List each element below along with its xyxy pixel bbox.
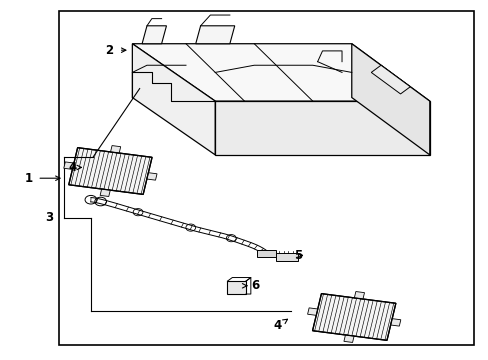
Text: 2: 2 — [104, 44, 113, 57]
Polygon shape — [100, 189, 110, 197]
Polygon shape — [142, 26, 166, 44]
Text: 3: 3 — [45, 211, 53, 224]
Polygon shape — [132, 44, 429, 101]
Polygon shape — [354, 292, 364, 299]
Bar — [276, 253, 298, 261]
Polygon shape — [390, 319, 400, 326]
Polygon shape — [343, 335, 353, 342]
Bar — [256, 250, 276, 257]
Polygon shape — [312, 294, 395, 340]
Bar — [227, 281, 245, 294]
Text: 1: 1 — [25, 172, 33, 185]
Text: 4: 4 — [69, 161, 77, 174]
Polygon shape — [195, 26, 234, 44]
Text: 5: 5 — [293, 249, 302, 262]
Polygon shape — [63, 162, 74, 170]
Polygon shape — [215, 101, 429, 155]
Polygon shape — [69, 148, 152, 194]
Polygon shape — [307, 308, 317, 315]
Polygon shape — [132, 44, 215, 155]
Polygon shape — [146, 173, 157, 180]
Text: 4: 4 — [273, 319, 281, 332]
Polygon shape — [351, 44, 429, 155]
Polygon shape — [110, 145, 121, 153]
Polygon shape — [370, 65, 409, 94]
Text: 6: 6 — [251, 279, 259, 292]
Bar — [59, 12, 473, 345]
